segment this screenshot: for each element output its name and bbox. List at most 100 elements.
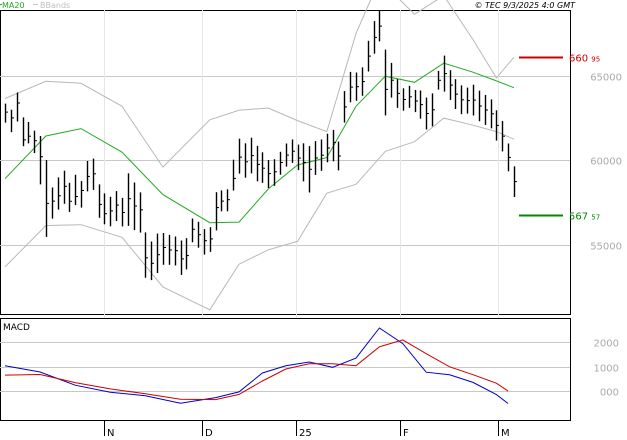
price-level-label: 567 57 — [569, 212, 600, 223]
price-bar — [490, 99, 494, 129]
price-bar — [273, 159, 277, 186]
price-bar — [466, 87, 470, 114]
price-level-label-main: 660 — [569, 54, 591, 65]
price-bar — [203, 229, 207, 255]
price-bar — [39, 136, 43, 185]
price-bar — [174, 236, 178, 266]
ma-legend-label: MA20 — [2, 1, 25, 10]
bb-lower-line — [4, 117, 515, 311]
price-bar — [244, 143, 248, 178]
price-bar — [308, 146, 312, 193]
x-tick-label: F — [403, 428, 409, 439]
price-bar — [180, 240, 184, 275]
price-bar — [513, 166, 517, 197]
price-bar — [63, 170, 67, 204]
price-bar — [291, 139, 295, 163]
price-bar — [431, 93, 435, 127]
price-bar — [86, 161, 90, 192]
macd-title: MACD — [3, 323, 30, 333]
price-bar — [68, 182, 72, 212]
copyright-text: © TEC 9/3/2025 4:0 GMT — [475, 1, 577, 10]
price-bar — [484, 95, 488, 125]
macd-signal-line — [4, 339, 509, 401]
macd-panel: 2000 1000 000 MACD — [0, 318, 619, 421]
price-bar — [343, 91, 347, 123]
price-bar — [4, 103, 8, 123]
price-bar — [408, 85, 412, 108]
price-bar — [156, 233, 160, 273]
macd-lines — [4, 327, 509, 404]
macd-y-tick-label: 000 — [600, 388, 619, 399]
price-bar — [92, 158, 96, 190]
price-bar — [256, 145, 260, 182]
price-bar — [74, 174, 78, 206]
price-bar — [390, 62, 394, 98]
price-bar — [449, 70, 453, 100]
price-bar — [378, 10, 382, 42]
price-bar — [10, 109, 14, 133]
price-bar — [197, 221, 201, 248]
price-bar — [51, 187, 55, 219]
price-bar — [121, 197, 125, 227]
price-bar — [314, 141, 318, 175]
price-bar — [384, 49, 388, 116]
price-bar — [285, 143, 289, 167]
price-bar — [226, 189, 230, 212]
price-bar — [16, 92, 20, 122]
price-bar — [302, 143, 306, 182]
price-bar — [220, 190, 224, 212]
price-level-label-main: 567 — [569, 212, 591, 223]
x-tick-label: 25 — [299, 428, 312, 439]
price-bar — [297, 144, 301, 171]
price-level-label: 660 95 — [569, 54, 600, 65]
price-bar — [191, 218, 195, 243]
price-bar — [80, 181, 84, 208]
price-bar — [185, 238, 189, 270]
price-bar — [232, 159, 236, 191]
x-axis: N D 25 F M — [104, 420, 510, 439]
price-bar — [501, 121, 505, 152]
price-level-label-small: 95 — [591, 56, 600, 64]
price-levels: 660 95 567 57 — [519, 54, 600, 223]
macd-y-tick-label: 2000 — [594, 339, 619, 350]
macd-y-tick-labels: 2000 1000 000 — [594, 339, 619, 399]
price-bar — [355, 72, 359, 101]
price-bar — [127, 173, 131, 226]
moving-average — [4, 62, 515, 224]
price-bar — [279, 151, 283, 175]
price-bar — [507, 143, 511, 172]
price-bar — [326, 133, 330, 163]
price-plot-area — [0, 10, 571, 315]
price-bar — [33, 130, 37, 154]
macd-y-tick-label: 1000 — [594, 364, 619, 375]
price-bar — [144, 232, 148, 278]
price-bar — [337, 141, 341, 171]
price-bar — [133, 182, 137, 231]
price-bar — [419, 90, 423, 119]
price-bar — [57, 177, 61, 210]
price-bar — [367, 40, 371, 72]
price-y-tick-label: 65000 — [590, 73, 622, 84]
price-bar — [22, 117, 26, 147]
price-bar — [402, 88, 406, 111]
price-bar — [98, 184, 102, 218]
ma20-line — [4, 62, 515, 224]
price-bar — [373, 21, 377, 54]
price-bar — [45, 160, 49, 237]
header: MA20 BBands © TEC 9/3/2025 4:0 GMT — [0, 1, 576, 10]
bollinger-bands — [4, 0, 515, 311]
x-tick-label: D — [205, 428, 213, 439]
x-tick-label: M — [501, 428, 510, 439]
bbands-legend-label: BBands — [40, 1, 70, 10]
price-y-tick-labels: 55000 60000 65000 — [590, 73, 622, 253]
price-bar — [454, 79, 458, 109]
macd-gridlines — [0, 342, 570, 392]
price-bar — [472, 84, 476, 116]
price-bar — [478, 90, 482, 122]
price-panel: 55000 60000 65000 660 95 567 57 — [0, 0, 622, 420]
price-y-tick-label: 60000 — [590, 157, 622, 168]
price-bar — [209, 227, 213, 252]
price-bar — [215, 192, 219, 231]
price-bar — [27, 122, 31, 144]
